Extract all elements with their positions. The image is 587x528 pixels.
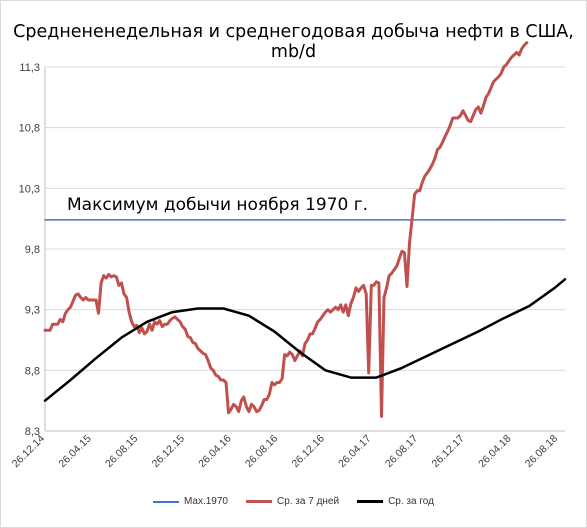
y-tick-label: 9,8 (25, 244, 40, 256)
x-tick-label: 26.12.17 (429, 433, 466, 470)
legend: Max.1970 Ср. за 7 дней Ср. за год (0, 496, 587, 507)
x-tick-label: 26.04.17 (336, 433, 373, 470)
series-line-1 (43, 41, 529, 418)
y-tick-label: 10,3 (19, 183, 40, 195)
x-tick-label: 26.08.18 (523, 433, 560, 470)
legend-item-yearly: Ср. за год (357, 496, 434, 507)
x-tick-label: 26.08.15 (103, 433, 140, 470)
y-tick-label: 8,3 (25, 426, 40, 438)
legend-item-max1970: Max.1970 (153, 496, 228, 507)
annotation-label: Максимум добычи ноября 1970 г. (67, 195, 368, 215)
series-line-2 (43, 278, 567, 402)
y-tick-label: 11,3 (19, 62, 40, 74)
legend-label-yearly: Ср. за год (388, 496, 434, 507)
x-tick-label: 26.08.16 (243, 433, 280, 470)
legend-item-weekly: Ср. за 7 дней (245, 496, 340, 507)
x-tick-label: 26.04.16 (196, 433, 233, 470)
x-tick-label: 26.08.17 (383, 433, 420, 470)
x-tick-label: 26.04.18 (476, 433, 513, 470)
y-tick-label: 8,8 (25, 365, 40, 377)
y-tick-label: 9,3 (25, 305, 40, 317)
legend-swatch-weekly (245, 500, 272, 503)
y-tick-label: 10,8 (19, 123, 40, 135)
x-tick-label: 26.12.15 (150, 433, 187, 470)
x-tick-label: 26.12.16 (290, 433, 327, 470)
legend-swatch-yearly (357, 500, 384, 503)
legend-label-weekly: Ср. за 7 дней (276, 496, 340, 507)
legend-label-max1970: Max.1970 (184, 496, 228, 507)
legend-swatch-max1970 (153, 500, 180, 503)
chart-title: Среднененедельная и среднегодовая добыча… (13, 22, 574, 62)
x-tick-label: 26.04.15 (56, 433, 93, 470)
x-tick-label: 26.12.14 (10, 433, 47, 470)
